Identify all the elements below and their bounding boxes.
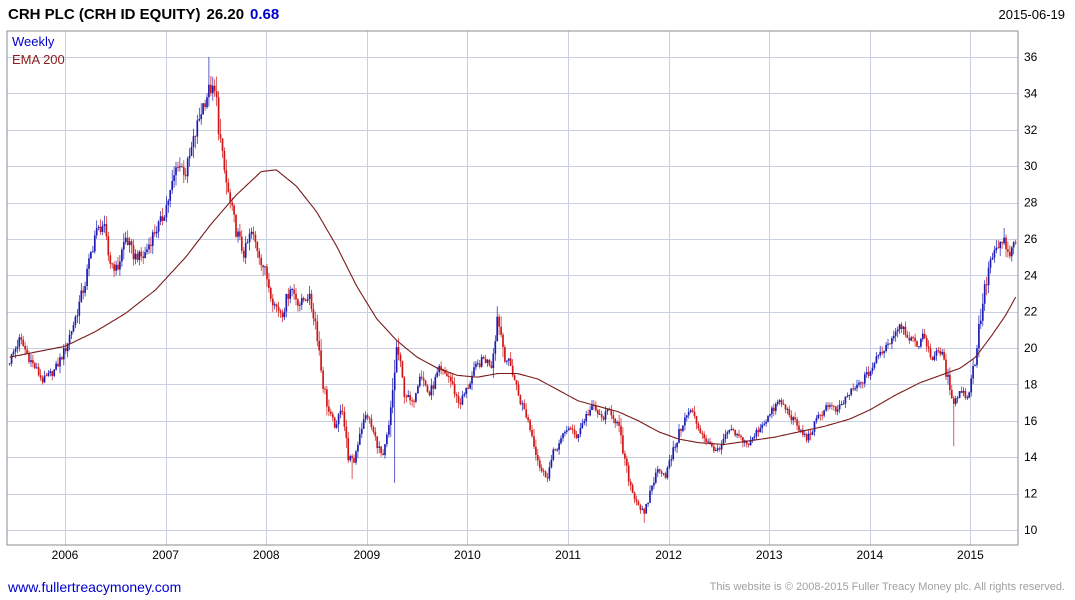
svg-text:16: 16 — [1024, 414, 1038, 428]
svg-text:20: 20 — [1024, 341, 1038, 355]
svg-text:2015: 2015 — [957, 548, 984, 562]
up-candle-bodies — [8, 84, 1015, 514]
svg-text:2007: 2007 — [152, 548, 179, 562]
ema-line — [9, 169, 1017, 446]
candles — [8, 57, 1017, 523]
down-candle-bodies — [20, 84, 1017, 514]
svg-text:2011: 2011 — [555, 548, 581, 562]
svg-text:2012: 2012 — [655, 548, 682, 562]
last-price: 26.20 — [206, 6, 245, 23]
svg-text:2006: 2006 — [52, 548, 79, 562]
svg-text:26: 26 — [1024, 232, 1038, 246]
legend-series-label: Weekly — [12, 34, 55, 49]
chart-date: 2015-06-19 — [998, 7, 1066, 22]
svg-text:2014: 2014 — [856, 548, 883, 562]
svg-text:32: 32 — [1024, 123, 1038, 137]
svg-text:14: 14 — [1024, 450, 1038, 464]
svg-text:12: 12 — [1024, 487, 1038, 501]
gridlines — [7, 31, 1018, 545]
legend-ema-label: EMA 200 — [12, 52, 65, 67]
y-axis-labels: 10 12 14 16 18 20 22 24 26 28 30 32 34 36 — [1024, 50, 1038, 537]
svg-text:34: 34 — [1024, 86, 1038, 100]
svg-text:36: 36 — [1024, 50, 1038, 64]
price-change: 0.68 — [250, 6, 280, 23]
copyright-text: This website is © 2008-2015 Fuller Treac… — [709, 581, 1065, 593]
svg-text:22: 22 — [1024, 305, 1038, 319]
down-candle-wicks — [20, 75, 1017, 523]
instrument-name: CRH PLC (CRH ID EQUITY) — [8, 6, 201, 23]
svg-text:24: 24 — [1024, 268, 1038, 282]
svg-text:30: 30 — [1024, 159, 1038, 173]
chart-legend: Weekly EMA 200 — [12, 33, 65, 69]
svg-text:2013: 2013 — [756, 548, 783, 562]
page-title: CRH PLC (CRH ID EQUITY) 26.20 0.68 — [8, 6, 279, 23]
svg-text:28: 28 — [1024, 196, 1038, 210]
plot-border — [6, 30, 1019, 546]
svg-text:2009: 2009 — [353, 548, 380, 562]
svg-text:2008: 2008 — [253, 548, 280, 562]
svg-text:18: 18 — [1024, 378, 1038, 392]
svg-text:2010: 2010 — [454, 548, 481, 562]
website-link[interactable]: www.fullertreacymoney.com — [8, 579, 182, 595]
x-axis-labels: 2006 2007 2008 2009 2010 2011 2012 2013 2014 2015 — [52, 548, 984, 562]
svg-text:10: 10 — [1024, 523, 1038, 537]
